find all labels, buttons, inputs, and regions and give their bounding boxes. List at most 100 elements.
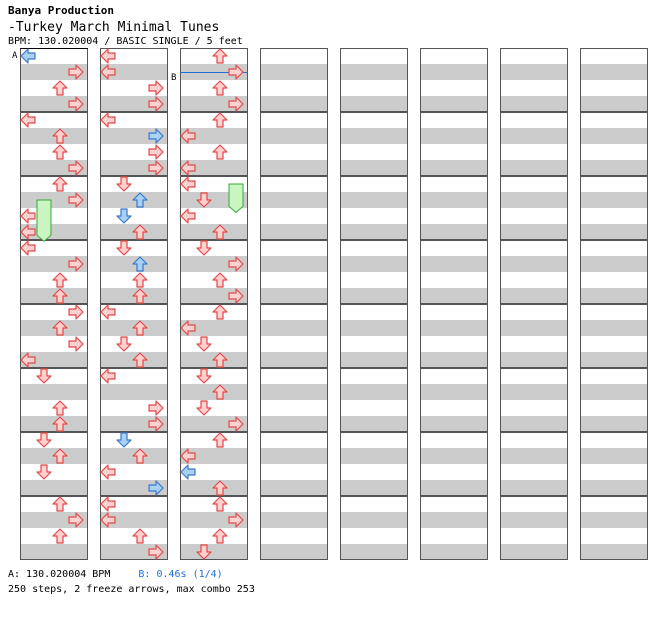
- stripe-row: [580, 128, 648, 144]
- stripe-row: [180, 160, 248, 176]
- stripe-row: [420, 160, 488, 176]
- stripe-row: [500, 288, 568, 304]
- measure-frame: [580, 176, 648, 240]
- step-arrow-right: [228, 416, 244, 432]
- measure-frame: [580, 304, 648, 368]
- step-arrow-right: [68, 512, 84, 528]
- step-arrow-up: [132, 224, 148, 240]
- measure-frame: [100, 176, 168, 240]
- step-arrow-left: [100, 496, 116, 512]
- measure-frame: [420, 240, 488, 304]
- stripe-row: [180, 320, 248, 336]
- stripe-row: [580, 224, 648, 240]
- measure-frame: [340, 112, 408, 176]
- step-arrow-right: [228, 512, 244, 528]
- step-arrow-left: [100, 48, 116, 64]
- marker-b: B: [171, 73, 176, 83]
- stripe-row: [20, 480, 88, 496]
- stripe-row: [180, 512, 248, 528]
- step-arrow-up: [212, 144, 228, 160]
- stripe-row: [340, 384, 408, 400]
- stripe-row: [500, 64, 568, 80]
- stripe-row: [340, 64, 408, 80]
- measure-frame: [580, 432, 648, 496]
- step-arrow-left: [20, 352, 36, 368]
- stripe-row: [260, 320, 328, 336]
- step-arrow-up: [52, 320, 68, 336]
- stripe-row: [340, 544, 408, 560]
- footer-b-stop: B: 0.46s (1/4): [138, 569, 223, 580]
- step-arrow-up: [52, 528, 68, 544]
- step-arrow-left: [180, 320, 196, 336]
- measure-frame: [420, 112, 488, 176]
- measure-frame: [500, 432, 568, 496]
- measure-frame: [340, 176, 408, 240]
- step-arrow-left: [180, 128, 196, 144]
- step-arrow-up: [212, 272, 228, 288]
- step-arrow-up: [212, 80, 228, 96]
- measure-frame: [100, 48, 168, 112]
- stripe-row: [420, 288, 488, 304]
- measure-frame: [180, 240, 248, 304]
- step-arrow-up: [132, 448, 148, 464]
- stripe-row: [420, 480, 488, 496]
- marker-a: A: [12, 51, 18, 61]
- step-arrow-down: [36, 432, 52, 448]
- stripe-row: [580, 256, 648, 272]
- step-arrow-left: [100, 464, 116, 480]
- stripe-row: [580, 544, 648, 560]
- stripe-row: [500, 256, 568, 272]
- step-arrow-up: [132, 320, 148, 336]
- step-arrow-right: [148, 144, 164, 160]
- stripe-row: [580, 512, 648, 528]
- measure-frame: [580, 240, 648, 304]
- measure-frame: [260, 112, 328, 176]
- step-arrow-up: [52, 288, 68, 304]
- measure-frame: [100, 240, 168, 304]
- step-arrow-up: [132, 528, 148, 544]
- stripe-row: [260, 544, 328, 560]
- step-arrow-down: [196, 240, 212, 256]
- step-arrow-up: [212, 384, 228, 400]
- step-arrow-down: [196, 368, 212, 384]
- footer-bpm-line: A: 130.020004 BPM B: 0.46s (1/4): [8, 569, 223, 580]
- stripe-row: [260, 288, 328, 304]
- stripe-row: [20, 64, 88, 80]
- step-arrow-right: [148, 80, 164, 96]
- measure-frame: [500, 368, 568, 432]
- step-arrow-down: [196, 192, 212, 208]
- stripe-row: [260, 224, 328, 240]
- stripe-row: [260, 256, 328, 272]
- footer-stats: 250 steps, 2 freeze arrows, max combo 25…: [8, 584, 255, 595]
- step-arrow-down: [116, 432, 132, 448]
- step-arrow-down: [196, 544, 212, 560]
- step-arrow-down: [196, 400, 212, 416]
- step-arrow-up: [52, 448, 68, 464]
- step-arrow-right: [148, 128, 164, 144]
- stripe-row: [340, 256, 408, 272]
- stripe-row: [340, 160, 408, 176]
- stripe-row: [500, 512, 568, 528]
- step-arrow-up: [132, 352, 148, 368]
- step-arrow-right: [148, 544, 164, 560]
- step-arrow-up: [52, 80, 68, 96]
- stripe-row: [260, 416, 328, 432]
- measure-frame: [500, 304, 568, 368]
- measure-frame: [20, 112, 88, 176]
- measure-frame: [500, 112, 568, 176]
- step-arrow-up: [52, 144, 68, 160]
- measure-frame: [500, 496, 568, 560]
- footer-a-bpm: A: 130.020004 BPM: [8, 569, 111, 580]
- step-arrow-left: [180, 464, 196, 480]
- stripe-row: [420, 320, 488, 336]
- stripe-row: [500, 128, 568, 144]
- stripe-row: [580, 160, 648, 176]
- measure-frame: [500, 48, 568, 112]
- measure-frame: [500, 240, 568, 304]
- measure-frame: [580, 112, 648, 176]
- measure-frame: [100, 304, 168, 368]
- bpm-info: BPM: 130.020004 / BASIC SINGLE / 5 feet: [8, 36, 243, 47]
- measure-frame: [340, 496, 408, 560]
- measure-frame: [340, 240, 408, 304]
- measure-frame: [20, 432, 88, 496]
